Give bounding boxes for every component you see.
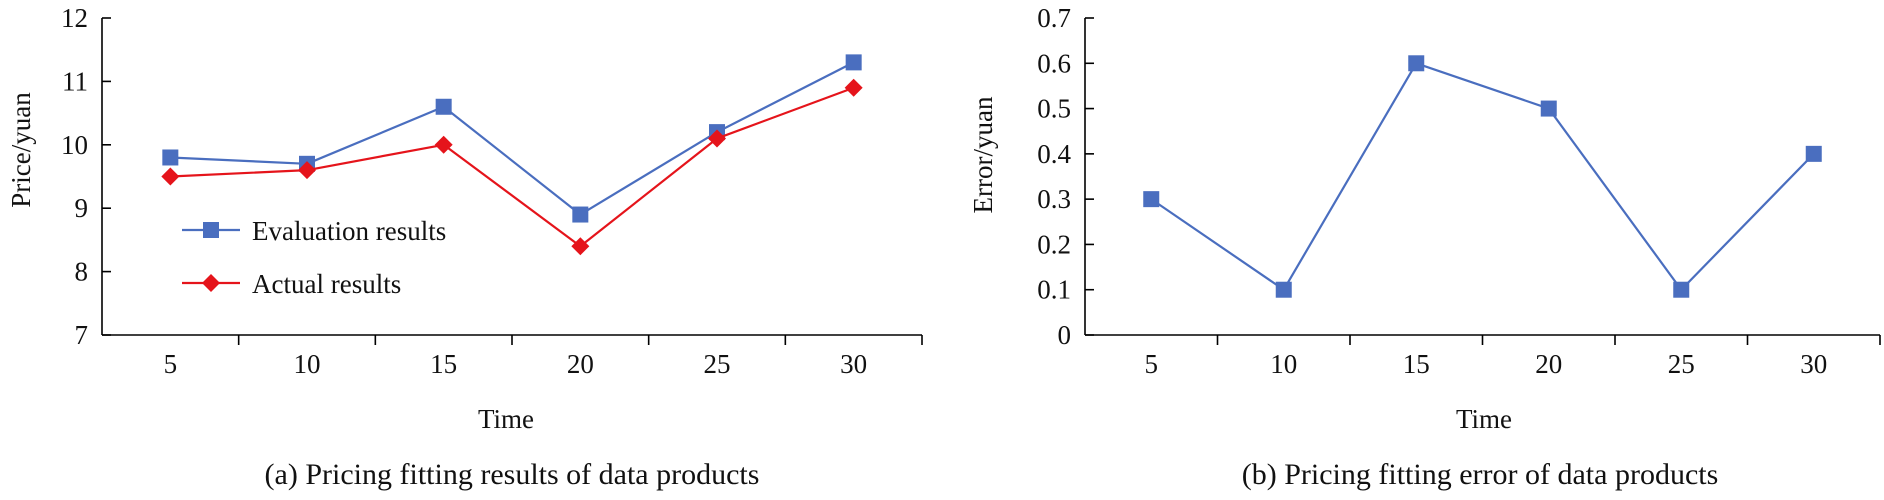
caption-b: (b) Pricing fitting error of data produc… (1242, 458, 1719, 491)
y-tick-label: 0.7 (1037, 3, 1071, 33)
x-tick-label: 20 (567, 349, 594, 379)
data-point (844, 78, 863, 97)
x-tick-label: 15 (1403, 349, 1430, 379)
series-line (1150, 62, 1815, 291)
legend-marker-evaluation (203, 222, 219, 238)
y-axis-title-b: Error/yuan (968, 96, 998, 213)
data-point (845, 54, 862, 71)
y-tick-label: 10 (61, 130, 88, 160)
data-point (1673, 281, 1690, 298)
y-tick-label: 8 (75, 257, 89, 287)
x-tick-label: 5 (1145, 349, 1159, 379)
x-tick-label: 10 (1270, 349, 1297, 379)
legend-label-actual: Actual results (252, 269, 401, 299)
y-tick-label: 7 (75, 320, 89, 350)
data-point (571, 237, 590, 256)
data-point (1275, 281, 1292, 298)
y-axis-title-a: Price/yuan (6, 92, 36, 208)
series-line (170, 86, 855, 248)
legend-label-evaluation: Evaluation results (252, 216, 446, 246)
x-axis-title-a: Time (478, 404, 534, 434)
x-tick-label: 5 (164, 349, 178, 379)
series-line (170, 61, 855, 216)
data-point (572, 206, 589, 223)
data-point (298, 161, 316, 180)
x-tick-label: 25 (704, 349, 731, 379)
y-tick-label: 11 (62, 66, 88, 96)
y-tick-label: 0.1 (1037, 275, 1071, 305)
data-point (1408, 55, 1425, 72)
data-point (434, 135, 453, 154)
x-tick-label: 25 (1668, 349, 1695, 379)
data-point (161, 167, 180, 186)
x-tick-label: 20 (1535, 349, 1562, 379)
y-tick-label: 0 (1058, 320, 1072, 350)
x-tick-label: 30 (1800, 349, 1827, 379)
y-tick-label: 9 (75, 193, 89, 223)
y-tick-label: 0.5 (1037, 94, 1071, 124)
data-point (435, 98, 452, 115)
chart-panel-a: Price/yuan Time (a) Pricing fitting resu… (6, 3, 923, 491)
y-tick-label: 0.6 (1037, 48, 1071, 78)
data-point (708, 129, 726, 148)
data-point (1805, 145, 1822, 162)
x-tick-label: 15 (430, 349, 457, 379)
chart-panel-b: Error/yuan Time (b) Pricing fitting erro… (968, 3, 1881, 491)
x-axis-title-b: Time (1456, 404, 1512, 434)
data-point (1540, 100, 1557, 117)
y-tick-label: 12 (61, 3, 88, 33)
legend-a: Evaluation results Actual results (182, 216, 446, 299)
data-point (1143, 191, 1160, 208)
y-tick-label: 0.2 (1037, 229, 1071, 259)
data-point (162, 149, 179, 166)
y-tick-label: 0.3 (1037, 184, 1071, 214)
y-tick-label: 0.4 (1037, 139, 1071, 169)
x-tick-label: 10 (294, 349, 321, 379)
legend-marker-actual (202, 274, 220, 292)
x-tick-label: 30 (840, 349, 867, 379)
caption-a: (a) Pricing fitting results of data prod… (265, 458, 760, 491)
